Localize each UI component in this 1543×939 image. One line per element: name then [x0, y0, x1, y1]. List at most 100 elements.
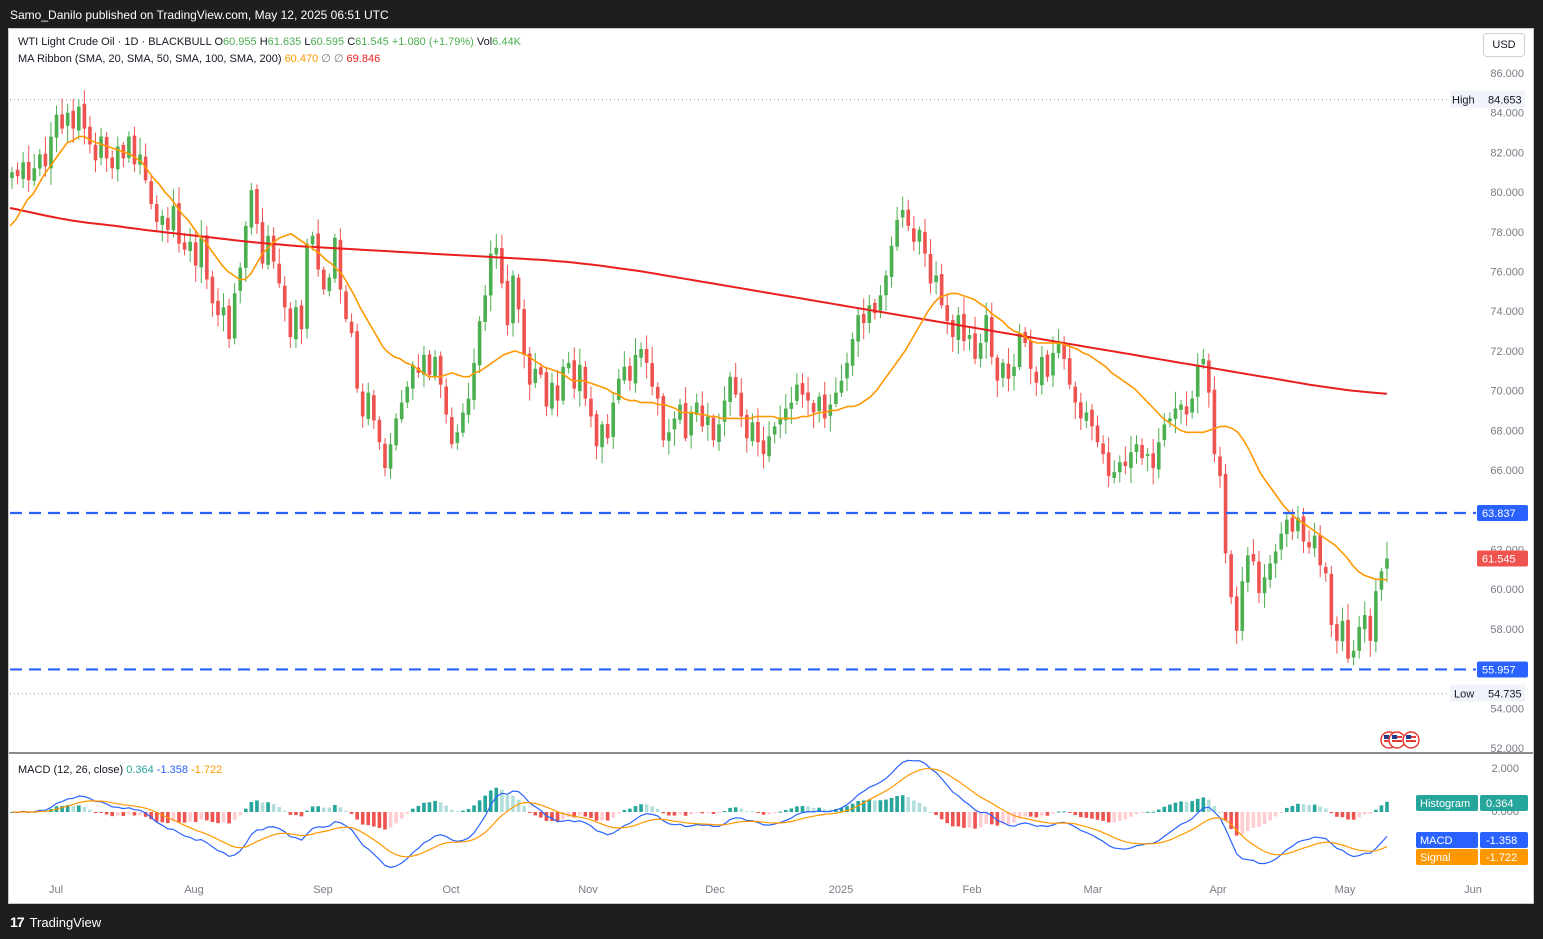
candle — [856, 307, 860, 357]
candle-body — [878, 295, 883, 311]
y-tick-label: 84.000 — [1490, 108, 1524, 120]
macd-histogram-bar — [572, 812, 577, 818]
candle — [1040, 346, 1044, 395]
candle — [873, 298, 877, 320]
candle-body — [32, 168, 37, 181]
macd-histogram-bar — [616, 812, 621, 814]
x-tick-label: May — [1335, 884, 1356, 896]
candle — [978, 333, 983, 368]
candle — [282, 276, 287, 322]
candle-body — [177, 203, 181, 244]
x-tick-label: Dec — [705, 884, 725, 896]
candle — [611, 393, 616, 449]
macd-histogram-bar — [806, 806, 810, 812]
histogram-value: 0.364 — [1486, 798, 1514, 810]
candle — [444, 378, 449, 424]
macd-histogram-bar — [583, 812, 588, 817]
candle-body — [160, 215, 165, 225]
macd-histogram-bar — [1112, 812, 1117, 823]
candle-body — [43, 153, 48, 167]
macd-histogram-bar — [82, 807, 87, 812]
candle — [578, 348, 582, 407]
candle — [1246, 546, 1250, 593]
candle — [1218, 446, 1222, 488]
candle-body — [1028, 341, 1033, 369]
candle — [550, 372, 554, 416]
macd-histogram-bar — [1212, 805, 1217, 812]
macd-histogram-bar — [271, 804, 276, 812]
y-tick-label: 74.000 — [1490, 306, 1524, 318]
macd-histogram-bar — [561, 812, 565, 820]
currency-button[interactable]: USD — [1483, 33, 1525, 57]
candle — [199, 219, 204, 284]
candle-body — [355, 331, 359, 389]
candle-body — [616, 378, 621, 400]
candle-body — [110, 157, 115, 169]
candle-body — [989, 317, 994, 357]
macd-histogram-bar — [678, 812, 682, 815]
macd-histogram-bar — [934, 812, 938, 816]
candle-body — [199, 235, 204, 268]
macd-histogram-bar — [939, 812, 944, 820]
macd-histogram-bar — [761, 812, 766, 815]
candle-body — [1307, 542, 1311, 548]
macd-histogram-bar — [160, 812, 165, 823]
candle — [544, 366, 549, 417]
macd-histogram-bar — [377, 812, 382, 828]
candle — [889, 236, 894, 288]
macd-histogram-bar — [238, 812, 243, 816]
macd-histogram-bar — [1346, 812, 1350, 820]
macd-histogram-bar — [299, 812, 304, 817]
macd-histogram-bar — [1351, 812, 1356, 820]
candle-body — [88, 126, 92, 145]
candle-body — [171, 206, 176, 231]
candle-body — [488, 253, 493, 296]
candle — [405, 381, 410, 409]
level-label-bg — [1477, 505, 1528, 522]
candle-body — [1012, 366, 1016, 376]
tradingview-logo[interactable]: 17 TradingView — [10, 914, 101, 930]
candle — [82, 90, 87, 145]
candle-body — [594, 414, 599, 447]
candle-body — [639, 348, 643, 358]
candle-body — [1195, 364, 1200, 397]
macd-histogram-bar — [143, 812, 148, 817]
candle — [383, 438, 387, 477]
candle — [655, 382, 660, 416]
published-text: Samo_Danilo published on TradingView.com… — [10, 8, 389, 22]
candle — [850, 332, 855, 376]
macd-histogram-bar — [967, 812, 972, 828]
candle-body — [939, 274, 944, 306]
macd-histogram-bar — [661, 812, 666, 814]
candle-body — [605, 423, 610, 439]
macd-histogram-bar — [611, 812, 616, 818]
macd-histogram-bar — [210, 812, 215, 823]
candle — [449, 407, 454, 449]
macd-histogram-bar — [628, 808, 632, 812]
candle — [616, 369, 621, 404]
candle — [349, 313, 354, 338]
candle-body — [633, 354, 638, 384]
candle — [1362, 601, 1367, 643]
candle — [1357, 615, 1361, 659]
candle — [1129, 435, 1133, 484]
candle-body — [1312, 535, 1317, 549]
candle-body — [1234, 596, 1239, 631]
macd-histogram-bar — [1073, 812, 1078, 816]
macd-histogram-bar — [1190, 801, 1194, 812]
candle-body — [1090, 409, 1094, 427]
candle — [505, 265, 510, 336]
candle — [288, 302, 293, 348]
candle-body — [733, 377, 738, 395]
macd-histogram-bar — [121, 812, 126, 816]
macd-histogram-bar — [750, 811, 755, 813]
candle-body — [1284, 519, 1289, 535]
candle-body — [622, 366, 627, 381]
macd-histogram-bar — [527, 812, 532, 813]
candle — [605, 414, 610, 445]
macd-histogram-bar — [411, 808, 415, 812]
candle-body — [394, 418, 398, 446]
candle — [333, 233, 337, 283]
candle — [38, 148, 42, 177]
